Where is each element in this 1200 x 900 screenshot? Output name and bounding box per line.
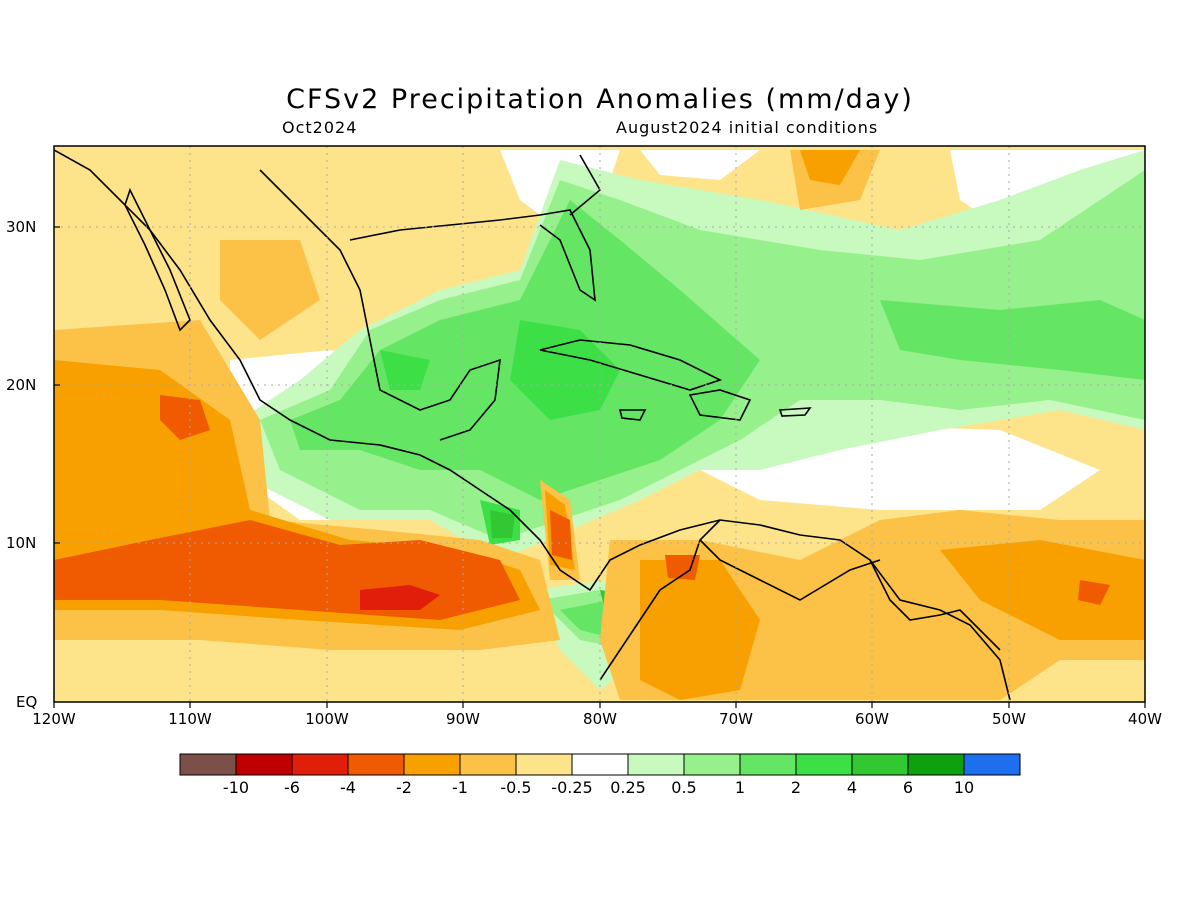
- colorbar-tick-label: -10: [223, 778, 249, 797]
- tick-marks: [53, 226, 1146, 708]
- anomaly-field: [54, 146, 1145, 702]
- lon-label-80w: 80W: [583, 710, 617, 728]
- colorbar-tick-label: -4: [340, 778, 356, 797]
- lat-label-20n: 20N: [6, 376, 36, 394]
- field-orange-4: [54, 395, 1110, 620]
- colorbar-swatch: [963, 753, 1021, 776]
- colorbar-swatch: [235, 753, 293, 776]
- colorbar-swatch: [459, 753, 517, 776]
- colorbar-swatch: [627, 753, 685, 776]
- colorbar-swatch: [291, 753, 349, 776]
- colorbar-tick-label: 6: [903, 778, 913, 797]
- coastlines: [54, 149, 1011, 701]
- lon-label-90w: 90W: [446, 710, 480, 728]
- colorbar-tick-label: -1: [452, 778, 468, 797]
- colorbar-swatch: [739, 753, 797, 776]
- valid-month-label: Oct2024: [282, 118, 358, 137]
- colorbar-tick-label: 0.25: [610, 778, 646, 797]
- colorbar-swatch: [515, 753, 573, 776]
- lat-label-10n: 10N: [6, 534, 36, 552]
- field-red: [360, 585, 440, 610]
- colorbar-tick-label: -2: [396, 778, 412, 797]
- colorbar-swatch: [179, 753, 237, 776]
- colorbar-tick-label: -6: [284, 778, 300, 797]
- colorbar-tick-label: 1: [735, 778, 745, 797]
- lon-label-50w: 50W: [992, 710, 1026, 728]
- colorbar: -10 -6 -4 -2 -1 -0.5 -0.25 0.25 0.5 1 2 4 6 10: [179, 753, 1021, 797]
- colorbar-swatch: [683, 753, 741, 776]
- colorbar-tick-label: -0.5: [500, 778, 531, 797]
- colorbar-swatch: [571, 753, 629, 776]
- colorbar-swatch: [851, 753, 909, 776]
- lat-label-eq: EQ: [16, 693, 37, 711]
- map-title: CFSv2 Precipitation Anomalies (mm/day): [286, 84, 914, 115]
- lat-label-30n: 30N: [6, 218, 36, 236]
- colorbar-tick-label: 4: [847, 778, 857, 797]
- lon-label-60w: 60W: [855, 710, 889, 728]
- colorbar-swatch: [347, 753, 405, 776]
- colorbar-tick-label: 10: [954, 778, 974, 797]
- lon-label-110w: 110W: [168, 710, 212, 728]
- lon-label-70w: 70W: [719, 710, 753, 728]
- lon-label-40w: 40W: [1128, 710, 1162, 728]
- lon-label-120w: 120W: [32, 710, 76, 728]
- colorbar-swatch: [907, 753, 965, 776]
- field-green-4: [380, 320, 620, 545]
- colorbar-tick-label: 2: [791, 778, 801, 797]
- colorbar-tick-label: -0.25: [551, 778, 592, 797]
- graticule: [54, 146, 1145, 702]
- field-green-2: [290, 200, 1145, 640]
- lon-label-100w: 100W: [305, 710, 349, 728]
- colorbar-swatch: [795, 753, 853, 776]
- colorbar-tick-label: 0.5: [671, 778, 696, 797]
- colorbar-swatch: [403, 753, 461, 776]
- initial-conditions-label: August2024 initial conditions: [616, 118, 879, 137]
